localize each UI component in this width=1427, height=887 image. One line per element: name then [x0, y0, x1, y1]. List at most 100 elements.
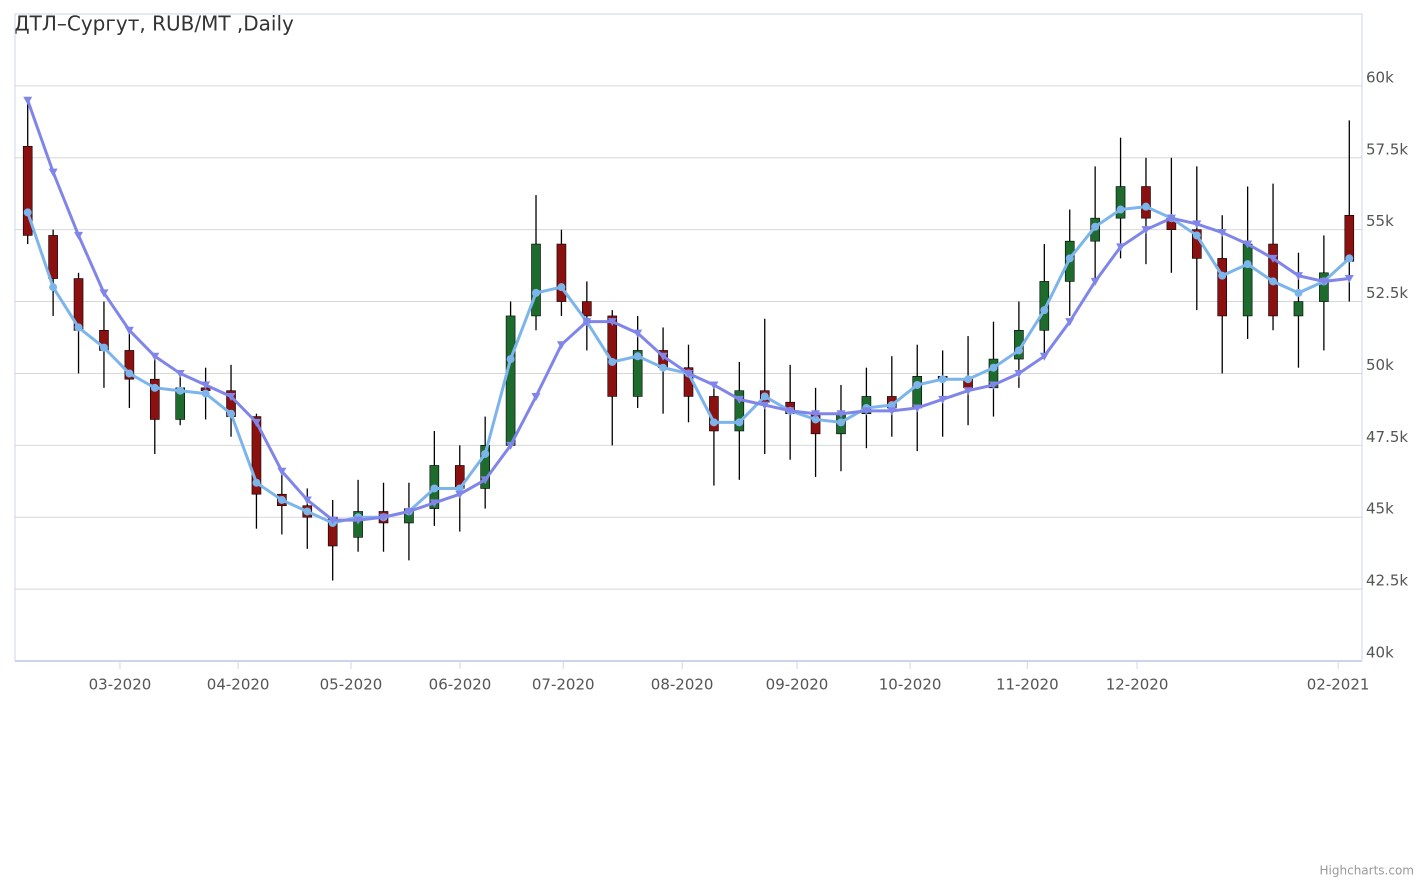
- x-tick-label: 07-2020: [532, 676, 595, 694]
- ma-marker: [887, 401, 896, 410]
- ma-marker: [1243, 240, 1253, 249]
- candle-body: [1242, 243, 1253, 317]
- plot-border: [14, 13, 1363, 662]
- ma-marker: [1039, 352, 1049, 361]
- ma-marker: [49, 283, 58, 292]
- ma-marker: [633, 352, 642, 361]
- ma-marker: [913, 380, 922, 389]
- ma-marker: [532, 288, 541, 297]
- candle-body: [48, 235, 58, 279]
- ma-marker: [1141, 226, 1151, 235]
- ma-marker: [1345, 254, 1354, 263]
- ma-marker: [353, 516, 363, 525]
- ma-marker: [74, 231, 84, 240]
- ma-marker: [1319, 277, 1329, 286]
- ma-marker: [506, 355, 515, 364]
- credits[interactable]: Highcharts.com: [1320, 864, 1414, 878]
- ma-marker: [531, 392, 541, 401]
- candle-body: [149, 378, 160, 420]
- ma-marker: [303, 507, 312, 516]
- ma-marker: [760, 392, 769, 401]
- ma-marker: [1091, 222, 1100, 231]
- ma-marker: [48, 168, 58, 177]
- ma-marker: [379, 513, 389, 522]
- ma-marker: [430, 484, 439, 493]
- chart-title: ДТЛ–Сургут, RUB/MT ,Daily: [14, 12, 294, 36]
- ma-marker: [74, 323, 83, 332]
- candle-body: [1293, 301, 1304, 317]
- ma-marker: [227, 409, 236, 418]
- x-tick-label: 02-2021: [1307, 676, 1370, 694]
- candle-body: [22, 145, 33, 236]
- ma-marker: [964, 375, 973, 384]
- ma-marker: [1141, 202, 1150, 211]
- ma-marker: [1293, 272, 1303, 281]
- ma-marker: [1268, 254, 1278, 263]
- candle-body: [582, 301, 592, 317]
- ma-marker: [557, 283, 566, 292]
- candle-body: [1319, 272, 1329, 302]
- candle-body: [1039, 281, 1050, 331]
- candle-body: [556, 243, 567, 302]
- y-tick-label: 45k: [1366, 500, 1394, 518]
- ma-marker: [1192, 231, 1201, 240]
- ma-marker: [125, 369, 134, 378]
- candle-body: [734, 390, 745, 432]
- ma-marker: [404, 507, 414, 516]
- ma-marker: [1294, 288, 1303, 297]
- x-tick-label: 04-2020: [207, 676, 270, 694]
- ma-marker: [582, 318, 592, 327]
- ma-marker: [709, 381, 719, 390]
- y-tick-label: 60k: [1366, 68, 1394, 86]
- ma-marker: [99, 343, 108, 352]
- x-tick-label: 10-2020: [879, 676, 942, 694]
- ma-marker: [480, 476, 490, 485]
- ma-marker: [1116, 243, 1126, 252]
- y-tick-label: 52.5k: [1366, 284, 1408, 302]
- y-tick-label: 47.5k: [1366, 428, 1408, 446]
- ma-marker: [556, 341, 566, 350]
- ma-marker: [811, 410, 821, 419]
- candle-body: [1141, 186, 1151, 219]
- y-tick-label: 40k: [1366, 644, 1394, 662]
- ma-marker: [176, 386, 185, 395]
- candle-body: [1344, 214, 1355, 262]
- ma-marker: [734, 395, 744, 404]
- x-tick-label: 08-2020: [651, 676, 714, 694]
- ma-marker: [608, 357, 617, 366]
- y-tick-label: 57.5k: [1366, 140, 1408, 158]
- x-tick-label: 09-2020: [766, 676, 829, 694]
- ma-marker: [607, 318, 617, 327]
- ma-marker: [659, 363, 668, 372]
- ma-marker: [938, 375, 947, 384]
- candle-body: [251, 416, 262, 495]
- candle-body: [505, 315, 516, 446]
- ma-marker: [1218, 271, 1227, 280]
- ma-marker: [1192, 220, 1202, 229]
- ma-marker: [1344, 275, 1354, 284]
- candle-body: [1115, 186, 1126, 219]
- ma-marker: [836, 410, 846, 419]
- y-tick-label: 55k: [1366, 212, 1394, 230]
- ma-marker: [277, 495, 286, 504]
- ma-marker: [1014, 346, 1023, 355]
- ma-marker: [1065, 318, 1075, 327]
- ma-marker: [1166, 214, 1176, 223]
- ma-marker: [861, 407, 871, 416]
- candle-body: [480, 445, 490, 489]
- ma-marker: [23, 208, 32, 217]
- y-tick-label: 42.5k: [1366, 572, 1408, 590]
- ma-marker: [760, 401, 770, 410]
- ma-marker: [1090, 277, 1100, 286]
- ma-marker: [785, 407, 795, 416]
- ma-marker: [99, 289, 109, 298]
- ma-marker: [252, 478, 261, 487]
- ma-marker: [684, 369, 693, 378]
- ma-marker: [201, 381, 211, 390]
- x-tick-label: 05-2020: [320, 676, 383, 694]
- ma-marker: [506, 441, 516, 450]
- ma-marker: [328, 516, 338, 525]
- candle-body: [1217, 258, 1228, 317]
- ma-marker: [277, 467, 287, 476]
